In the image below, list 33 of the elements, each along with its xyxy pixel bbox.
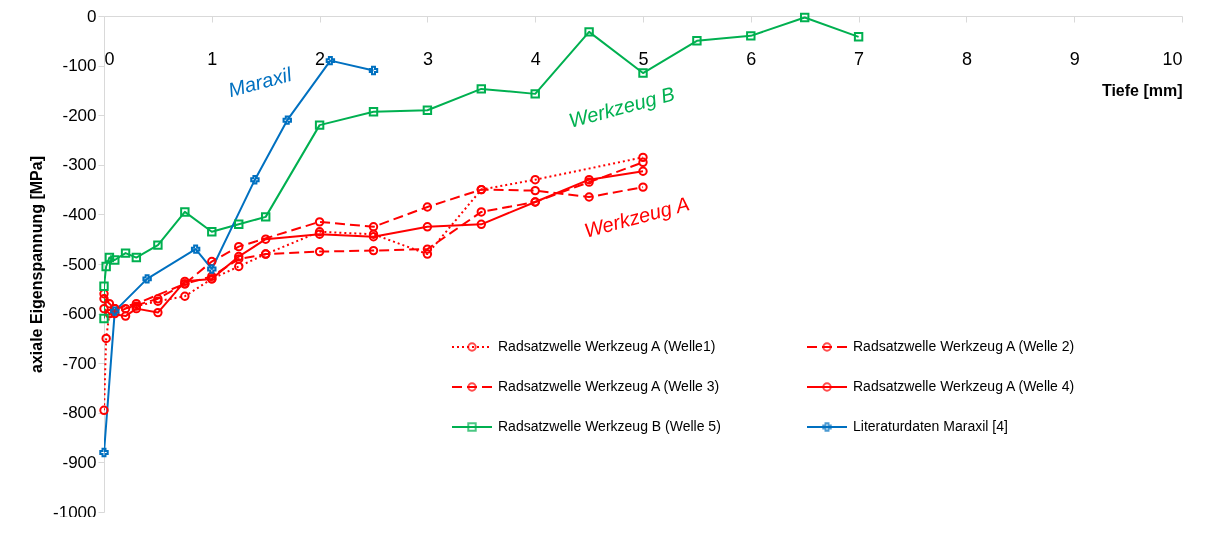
y-tick-label: -100 xyxy=(62,56,97,76)
y-tick-label: -300 xyxy=(62,155,97,175)
y-tick-label: -600 xyxy=(62,304,97,324)
x-tick-label: 7 xyxy=(854,48,865,69)
x-tick-label: 4 xyxy=(530,48,541,69)
legend-label: Literaturdaten Maraxil [4] xyxy=(853,418,1008,434)
x-tick-label: 8 xyxy=(961,48,972,69)
y-tick-label: -400 xyxy=(62,204,97,224)
y-tick-label: -800 xyxy=(62,403,97,423)
x-tick-label: 5 xyxy=(638,48,649,69)
annotation: Werkzeug A xyxy=(581,192,692,242)
y-tick-label: -1000 xyxy=(53,502,97,522)
x-tick-label: 1 xyxy=(207,48,218,69)
annotation: Werkzeug B xyxy=(566,82,678,132)
x-tick-label: 2 xyxy=(315,48,326,69)
legend-label: Radsatzwelle Werkzeug A (Welle 3) xyxy=(498,378,720,394)
legend-label: Radsatzwelle Werkzeug A (Welle1) xyxy=(498,338,716,354)
y-tick-label: -500 xyxy=(62,254,97,274)
x-axis-title: Tiefe [mm] xyxy=(1101,81,1183,99)
y-tick-label: -700 xyxy=(62,353,97,373)
x-tick-label: 6 xyxy=(746,48,757,69)
x-tick-label: 9 xyxy=(1069,48,1080,69)
y-tick-label: -200 xyxy=(62,105,97,125)
y-axis-title: axiale Eigenspannung [MPa] xyxy=(28,156,46,373)
annotation: Maraxil xyxy=(225,62,295,101)
legend-label: Radsatzwelle Werkzeug A (Welle 4) xyxy=(853,378,1075,394)
x-tick-label: 3 xyxy=(422,48,433,69)
x-tick-label: 10 xyxy=(1162,48,1183,69)
y-tick-label: -900 xyxy=(62,452,97,472)
y-tick-label: 0 xyxy=(87,6,97,26)
legend-label: Radsatzwelle Werkzeug A (Welle 2) xyxy=(853,338,1075,354)
legend-label: Radsatzwelle Werkzeug B (Welle 5) xyxy=(498,418,721,434)
x-tick-label: 0 xyxy=(104,48,115,69)
